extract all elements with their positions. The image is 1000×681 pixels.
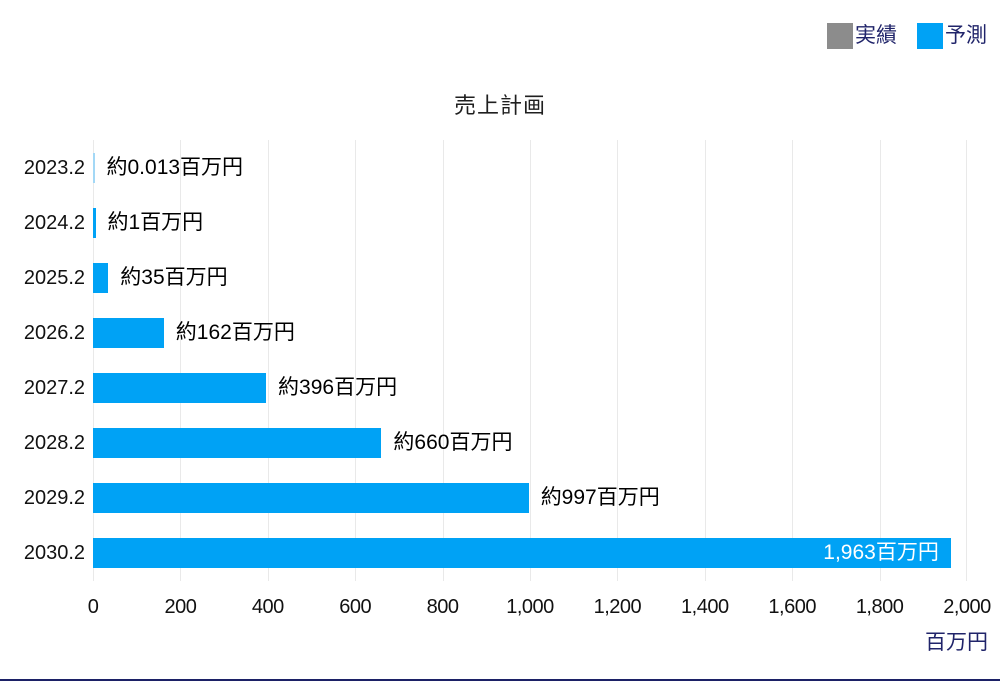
gridline	[966, 140, 967, 581]
gridline	[355, 140, 357, 581]
gridline	[93, 140, 94, 581]
forecast-bar[interactable]	[93, 317, 164, 348]
y-axis-label: 2029.2	[23, 487, 85, 510]
legend-actual-label: 実績	[855, 24, 897, 47]
bar-value-label: 1,963百万円	[823, 541, 939, 565]
gridline	[792, 140, 794, 581]
bottom-divider	[0, 679, 1000, 681]
bar-value-label: 約660百万円	[393, 431, 513, 455]
bar-value-label: 約1百万円	[107, 210, 204, 234]
x-axis-unit-label: 百万円	[925, 631, 988, 654]
gridline	[704, 140, 706, 581]
forecast-bar[interactable]	[93, 538, 951, 569]
y-axis-label: 2027.2	[23, 377, 85, 400]
forecast-bar[interactable]	[93, 152, 95, 183]
forecast-swatch-icon	[917, 23, 943, 49]
x-tick-label: 1,800	[855, 596, 904, 618]
y-axis-label: 2026.2	[23, 321, 85, 344]
forecast-bar[interactable]	[93, 428, 382, 459]
forecast-bar[interactable]	[93, 207, 96, 238]
x-tick-label: 1,400	[681, 596, 729, 618]
x-tick-label: 600	[339, 596, 372, 618]
chart-legend: 実績 予測	[827, 23, 987, 49]
bar-value-label: 約162百万円	[175, 320, 295, 344]
forecast-bar[interactable]	[93, 373, 267, 404]
x-tick-label: 1,200	[593, 596, 642, 618]
bar-value-label: 約396百万円	[278, 376, 398, 400]
legend-forecast-label: 予測	[945, 24, 987, 47]
gridline	[879, 140, 881, 581]
y-axis-label: 2030.2	[23, 542, 85, 565]
forecast-bar[interactable]	[93, 483, 529, 514]
bar-value-label: 約35百万円	[120, 265, 228, 289]
y-axis-label: 2028.2	[23, 432, 85, 455]
chart-title: 売上計画	[453, 93, 546, 118]
bar-value-label: 約0.013百万円	[106, 155, 244, 179]
x-tick-label: 200	[164, 596, 197, 618]
gridline	[617, 140, 619, 581]
x-tick-label: 400	[251, 596, 284, 618]
forecast-bar[interactable]	[93, 262, 109, 293]
actual-swatch-icon	[827, 23, 853, 49]
y-axis-label: 2025.2	[23, 266, 85, 289]
x-tick-label: 1,000	[506, 596, 554, 618]
legend-item-actual[interactable]: 実績	[827, 23, 897, 49]
gridline	[267, 140, 269, 581]
y-axis-label: 2023.2	[23, 156, 85, 179]
gridline	[530, 140, 531, 581]
y-axis-label: 2024.2	[23, 211, 85, 234]
x-tick-label: 2,000	[943, 596, 991, 618]
bar-value-label: 約997百万円	[540, 486, 660, 510]
gridline	[442, 140, 444, 581]
x-tick-label: 0	[87, 596, 99, 618]
gridline	[180, 140, 182, 581]
x-tick-label: 800	[426, 596, 459, 618]
plot-area: 約0.013百万円 約1百万円約35百万円約162百万円約396百万円約660百万…	[93, 140, 967, 581]
legend-item-forecast[interactable]: 予測	[917, 23, 987, 49]
x-tick-label: 1,600	[768, 596, 816, 618]
